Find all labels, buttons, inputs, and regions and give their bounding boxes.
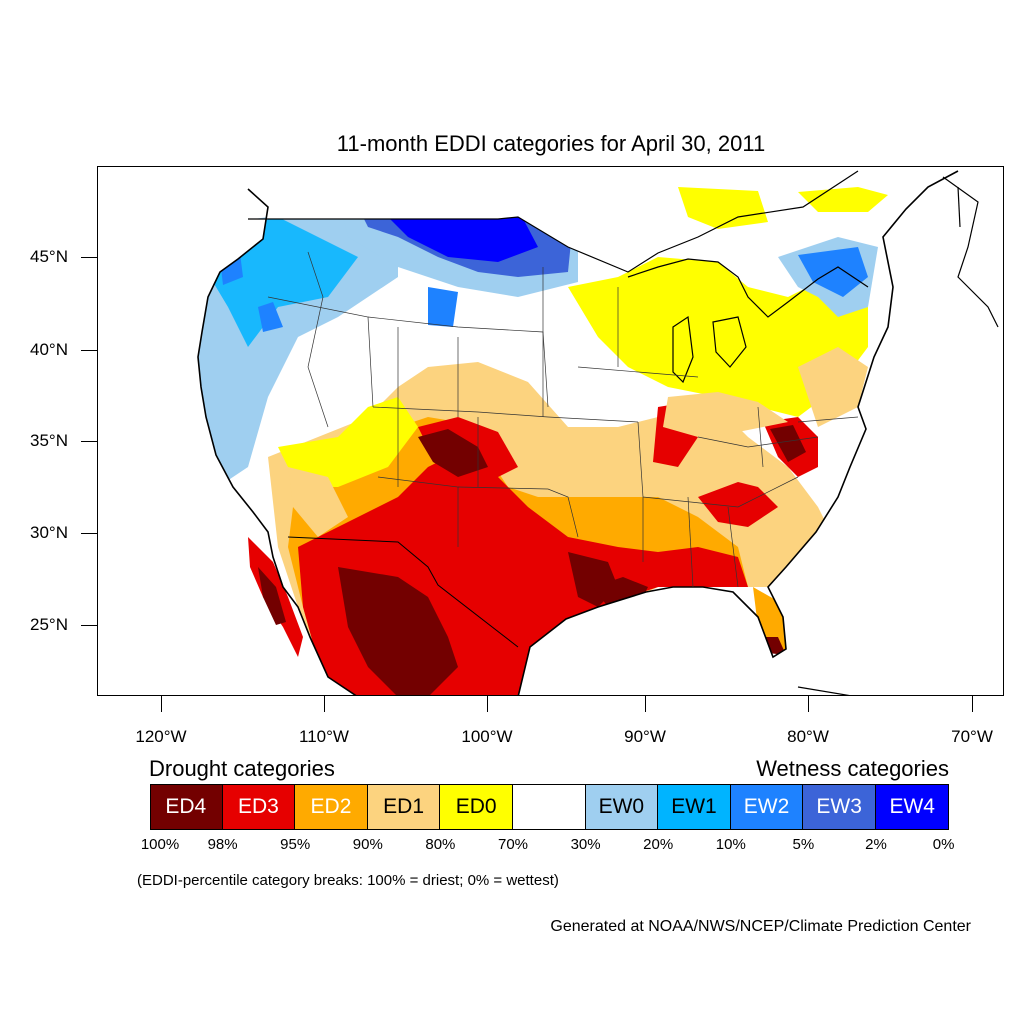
lon-label-70w: 70°W — [951, 727, 993, 746]
break-label: 98% — [207, 836, 238, 853]
legend-swatch-ew2: EW2 — [730, 784, 804, 830]
category-breaks-note: (EDDI-percentile category breaks: 100% =… — [137, 872, 559, 889]
break-label: 0% — [932, 836, 955, 853]
lon-tick — [324, 696, 325, 712]
eddi-category-fields — [198, 171, 958, 695]
break-label: 90% — [352, 836, 383, 853]
map-title: 11-month EDDI categories for April 30, 2… — [336, 131, 766, 156]
break-label: 20% — [643, 836, 674, 853]
legend-swatch-ew4: EW4 — [875, 784, 949, 830]
legend-swatch-ed1: ED1 — [367, 784, 441, 830]
lon-tick — [645, 696, 646, 712]
lon-tick — [808, 696, 809, 712]
lat-label-25n: 25°N — [30, 615, 68, 634]
eddi-map — [197, 170, 999, 695]
legend-swatch-ed0: ED0 — [440, 784, 513, 830]
break-label: 70% — [497, 836, 529, 853]
break-label: 5% — [792, 836, 815, 853]
legend-swatch-ed2: ED2 — [295, 784, 368, 830]
legend-swatch-ed3: ED3 — [222, 784, 296, 830]
lon-label-110w: 110°W — [299, 727, 349, 746]
legend-swatch-ew3: EW3 — [803, 784, 876, 830]
category-legend: ED4 ED3 ED2 ED1 ED0 EW0 EW1 EW2 EW3 EW4 — [150, 784, 949, 830]
lat-label-40n: 40°N — [30, 340, 68, 359]
legend-swatch-ew0: EW0 — [585, 784, 659, 830]
lon-tick — [161, 696, 162, 712]
map-panel — [97, 166, 1004, 696]
lon-label-80w: 80°W — [787, 727, 829, 746]
break-label: 10% — [715, 836, 746, 853]
break-label: 95% — [280, 836, 311, 853]
lon-label-120w: 120°W — [135, 727, 187, 746]
lat-label-35n: 35°N — [30, 431, 68, 450]
lon-label-90w: 90°W — [624, 727, 666, 746]
credit-line: Generated at NOAA/NWS/NCEP/Climate Predi… — [550, 918, 971, 935]
lon-tick — [487, 696, 488, 712]
wetness-categories-heading: Wetness categories — [756, 756, 949, 781]
legend-swatch-ew1: EW1 — [658, 784, 731, 830]
break-label: 30% — [570, 836, 601, 853]
state-borders — [267, 251, 859, 588]
lon-label-100w: 100°W — [461, 727, 513, 746]
drought-categories-heading: Drought categories — [149, 756, 335, 781]
lat-tick — [81, 441, 97, 442]
break-label: 2% — [865, 836, 887, 853]
lat-tick — [81, 257, 97, 258]
lat-label-45n: 45°N — [30, 247, 68, 266]
lat-tick — [81, 625, 97, 626]
lon-tick — [972, 696, 973, 712]
legend-swatch-ed4: ED4 — [150, 784, 223, 830]
lat-tick — [81, 533, 97, 534]
break-label: 80% — [425, 836, 456, 853]
lat-tick — [81, 350, 97, 351]
break-label: 100% — [140, 836, 180, 853]
lat-label-30n: 30°N — [30, 523, 68, 542]
legend-swatch-neutral — [512, 784, 586, 830]
